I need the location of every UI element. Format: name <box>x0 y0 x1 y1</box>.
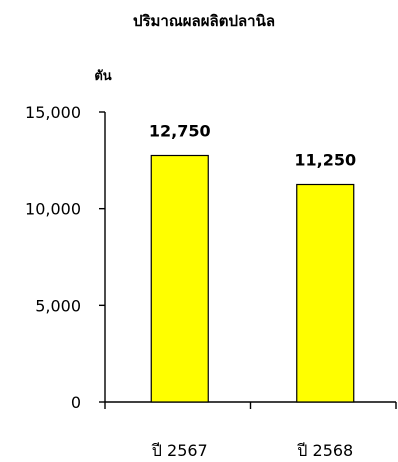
bar-1 <box>150 154 209 403</box>
y-tick-label: 15,000 <box>25 103 81 122</box>
plot-area: 0 5,000 10,000 15,000 12,750 ปี 2567 11,250 ปี … <box>25 103 397 460</box>
data-label: 11,250 <box>294 151 356 170</box>
data-label: 12,750 <box>149 122 211 141</box>
y-tick-label: 0 <box>71 393 81 412</box>
x-category-label: ปี 2568 <box>297 441 353 460</box>
y-tick-label: 10,000 <box>25 200 81 219</box>
y-axis-unit-label: ตัน <box>94 69 111 84</box>
chart-title: ปริมาณผลผลิตปลานิล <box>133 12 275 30</box>
x-category-label: ปี 2567 <box>151 441 207 460</box>
bar-2 <box>296 183 355 403</box>
y-tick-label: 5,000 <box>35 296 81 315</box>
